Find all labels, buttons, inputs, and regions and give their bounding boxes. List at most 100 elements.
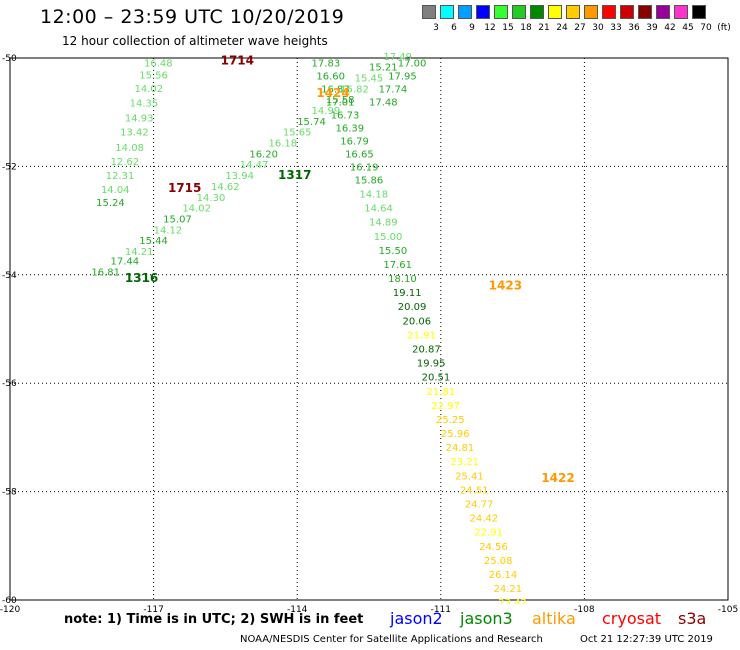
swh-value: 24.56 [479,542,508,553]
swh-value: 24.81 [446,443,475,454]
swh-value: 14.08 [115,143,144,154]
legend-label: 15 [502,23,514,33]
time-label: 1424 [316,86,349,100]
satellite-name: s3a [678,609,707,628]
legend-swatch [476,5,490,19]
swh-value: 16.19 [350,162,379,173]
swh-value: 15.82 [340,84,369,95]
legend-label: 33 [610,23,622,33]
swh-value: 15.65 [283,128,312,139]
swh-value: 16.39 [335,123,364,134]
time-label: 1715 [168,181,201,195]
swh-value: 25.25 [436,415,465,426]
legend-swatch [548,5,562,19]
page-title: 12:00 – 23:59 UTC 10/20/2019 [40,6,345,28]
legend-swatch [494,5,508,19]
legend-label: 12 [484,23,496,33]
swh-value: 20.51 [422,373,451,384]
lat-tick-label: -56 [2,379,17,389]
swh-value: 15.56 [139,70,168,81]
credit-text: NOAA/NESDIS Center for Satellite Applica… [240,634,543,645]
swh-value: 17.83 [312,58,341,69]
swh-value: 17.44 [111,257,140,268]
swh-value: 14.47 [240,160,269,171]
swh-value: 15.86 [355,175,384,186]
lat-tick-label: -58 [2,488,17,498]
legend-swatch [692,5,706,19]
swh-value: 12.62 [111,157,140,168]
swh-value: 14.99 [312,106,341,117]
time-label: 1423 [489,279,522,293]
swh-value: 14.12 [154,225,183,236]
swh-value: 25.08 [484,556,513,567]
lon-tick-label: -105 [718,605,738,615]
swh-value: 17.74 [379,84,408,95]
swh-value: 15.58 [326,95,355,106]
lon-tick-label: -114 [287,605,308,615]
swh-value: 12.31 [106,171,135,182]
legend-unit: (ft) [717,23,731,33]
satellite-name: altika [532,609,576,628]
legend-swatch [674,5,688,19]
swh-value: 17.61 [383,260,412,271]
swh-value: 15.07 [163,214,192,225]
legend-label: 6 [451,23,457,33]
swh-value: 17.00 [398,58,427,69]
legend-label: 45 [682,23,694,33]
lon-tick-label: -120 [0,605,20,615]
legend-label: 30 [592,23,604,33]
swh-value: 14.04 [101,185,130,196]
swh-value: 14.35 [130,98,159,109]
swh-value: 15.45 [355,74,384,85]
swh-value: 14.62 [211,182,240,193]
swh-value: 16.48 [144,58,173,69]
swh-value: 15.21 [369,63,398,74]
lat-tick-label: -50 [2,54,17,64]
legend-swatch [584,5,598,19]
swh-value: 14.21 [125,247,154,258]
swh-value: 17.48 [369,97,398,108]
lon-tick-label: -108 [574,605,595,615]
legend-label: 42 [664,23,676,33]
swh-value: 14.18 [359,190,388,201]
lat-tick-label: -52 [2,162,17,172]
lon-tick-label: -111 [431,605,451,615]
legend-label: 21 [538,23,550,33]
swh-value: 23.42 [498,598,527,609]
satellite-name: cryosat [602,609,662,628]
swh-value: 16.20 [249,149,278,160]
lat-tick-label: -54 [2,271,17,281]
legend-label: 39 [646,23,658,33]
map-frame [9,57,729,601]
swh-value: 16.79 [340,136,369,147]
swh-value: 14.89 [369,218,398,229]
legend-swatch [440,5,454,19]
swh-value: 23.21 [450,457,479,468]
swh-value: 24.77 [465,500,494,511]
legend-swatch [638,5,652,19]
swh-value: 15.24 [96,198,125,209]
swh-value: 25.41 [455,471,484,482]
time-label: 1317 [278,168,311,182]
swh-value: 24.42 [470,514,499,525]
swh-value: 14.64 [364,204,393,215]
legend-swatch [458,5,472,19]
swh-value: 14.93 [125,114,154,125]
legend-label: 24 [556,23,568,33]
legend-swatch [656,5,670,19]
lat-tick-label: -60 [2,596,17,606]
legend-swatch [422,5,436,19]
legend-label: 27 [574,23,586,33]
legend-label: 70 [700,23,712,33]
swh-value: 20.87 [412,345,441,356]
swh-value: 16.18 [268,139,297,150]
swh-value: 18.10 [388,274,417,285]
legend-label: 36 [628,23,640,33]
legend-swatch [512,5,526,19]
swh-value: 20.06 [403,316,432,327]
swh-value: 26.14 [489,570,518,581]
swh-value: 24.51 [460,485,489,496]
swh-value: 16.73 [331,110,360,121]
swh-value: 15.50 [379,246,408,257]
